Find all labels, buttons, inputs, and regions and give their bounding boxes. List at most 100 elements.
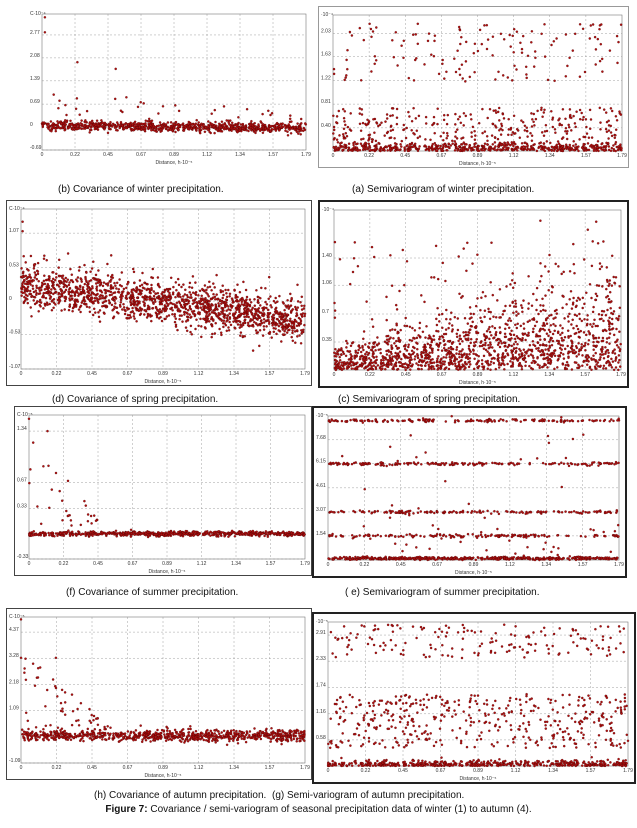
- scatter-point: [154, 300, 157, 303]
- scatter-point: [591, 325, 594, 328]
- scatter-point: [117, 312, 120, 315]
- scatter-point: [274, 309, 278, 313]
- scatter-point: [370, 140, 374, 144]
- scatter-point: [549, 141, 552, 145]
- scatter-point: [343, 361, 346, 364]
- scatter-point: [489, 360, 493, 364]
- scatter-point: [497, 356, 500, 360]
- scatter-point: [380, 358, 383, 362]
- scatter-point: [427, 149, 431, 152]
- scatter-point: [223, 322, 227, 325]
- scatter-point: [246, 323, 250, 327]
- scatter-point: [21, 271, 25, 275]
- scatter-point: [32, 279, 35, 282]
- scatter-point: [448, 340, 451, 343]
- scatter-point: [168, 298, 172, 301]
- scatter-point: [512, 144, 515, 148]
- scatter-point: [190, 310, 194, 313]
- scatter-point: [614, 134, 617, 137]
- scatter-point: [81, 291, 84, 295]
- scatter-point: [208, 280, 211, 284]
- scatter-point: [54, 303, 57, 306]
- scatter-point: [245, 295, 249, 299]
- scatter-point: [237, 300, 240, 303]
- scatter-point: [385, 113, 389, 116]
- scatter-point: [227, 308, 230, 311]
- scatter-point: [58, 296, 61, 300]
- scatter-point: [441, 261, 445, 265]
- scatter-point: [553, 354, 557, 358]
- scatter-point: [214, 120, 217, 124]
- y-tick-label: 1.39: [30, 76, 40, 82]
- scatter-point: [489, 310, 492, 314]
- scatter-point: [553, 79, 556, 83]
- scatter-point: [169, 128, 172, 132]
- scatter-point: [508, 304, 512, 307]
- scatter-point: [451, 362, 454, 366]
- scatter-point: [236, 304, 239, 308]
- scatter-point: [99, 122, 103, 126]
- scatter-point: [535, 298, 538, 302]
- scatter-point: [64, 283, 67, 287]
- scatter-point: [135, 320, 138, 323]
- scatter-point: [373, 147, 377, 151]
- scatter-point: [408, 145, 412, 148]
- scatter-point: [427, 367, 430, 371]
- scatter-point: [97, 315, 101, 319]
- scatter-point: [98, 309, 102, 312]
- scatter-point: [591, 23, 595, 26]
- scatter-point: [525, 126, 529, 129]
- scatter-point: [488, 325, 491, 329]
- scatter-point: [264, 127, 267, 130]
- scatter-point: [521, 147, 524, 151]
- scatter-point: [275, 322, 279, 326]
- scatter-point: [422, 359, 426, 363]
- scatter-point: [514, 340, 517, 344]
- scatter-point: [48, 302, 51, 306]
- scatter-point: [91, 286, 94, 290]
- scatter-point: [169, 301, 172, 305]
- scatter-point: [489, 363, 492, 366]
- scatter-point: [171, 292, 175, 296]
- scatter-point: [32, 263, 36, 266]
- scatter-point: [73, 128, 76, 131]
- scatter-point: [530, 361, 534, 365]
- scatter-point: [228, 292, 232, 296]
- scatter-point: [63, 119, 67, 122]
- scatter-point: [451, 347, 455, 351]
- scatter-point: [570, 339, 573, 342]
- scatter-point: [555, 339, 559, 343]
- scatter-point: [352, 143, 355, 147]
- scatter-point: [501, 128, 504, 132]
- scatter-point: [351, 270, 355, 274]
- scatter-point: [203, 130, 207, 134]
- scatter-point: [596, 140, 600, 143]
- scatter-point: [409, 353, 412, 357]
- scatter-point: [581, 118, 585, 121]
- scatter-point: [181, 306, 185, 310]
- scatter-point: [68, 281, 71, 284]
- scatter-point: [456, 317, 460, 320]
- scatter-point: [542, 111, 546, 114]
- scatter-point: [239, 323, 242, 327]
- scatter-point: [184, 298, 188, 302]
- scatter-point: [218, 304, 221, 308]
- scatter-point: [568, 149, 572, 152]
- scatter-point: [345, 339, 348, 343]
- scatter-point: [372, 118, 375, 121]
- scatter-point: [402, 56, 405, 60]
- scatter-point: [619, 113, 623, 116]
- scatter-point: [442, 143, 445, 146]
- x-tick-label: 1.12: [194, 371, 204, 377]
- scatter-point: [516, 322, 519, 326]
- scatter-point: [403, 283, 406, 287]
- scatter-point: [592, 354, 595, 357]
- scatter-point: [284, 304, 287, 307]
- scatter-point: [94, 273, 98, 277]
- scatter-point: [114, 306, 118, 309]
- scatter-point: [249, 301, 253, 304]
- scatter-point: [577, 350, 581, 353]
- scatter-point: [520, 47, 524, 51]
- scatter-point: [200, 325, 203, 328]
- scatter-point: [70, 273, 74, 276]
